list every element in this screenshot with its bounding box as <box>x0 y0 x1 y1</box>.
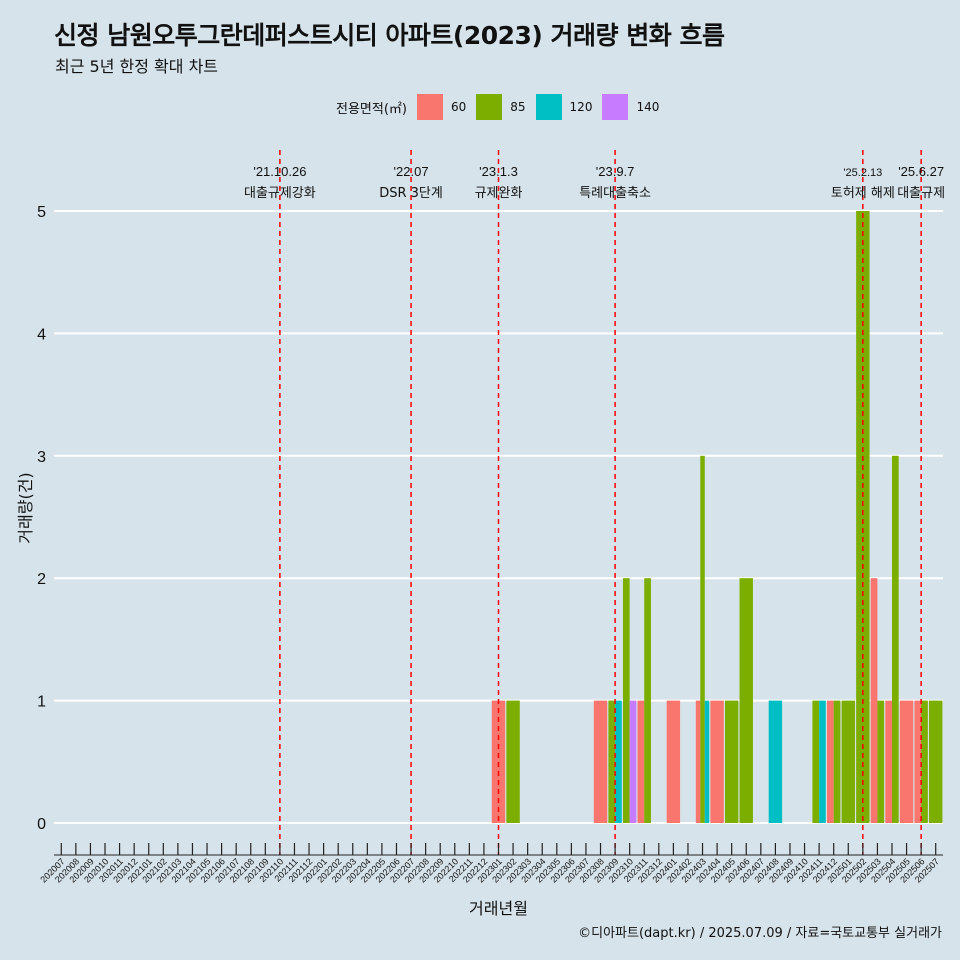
bar-202403-60 <box>695 700 701 823</box>
bar-202502-85 <box>856 211 870 823</box>
bar-202412-85 <box>833 700 841 823</box>
legend-label-120: 120 <box>569 100 593 114</box>
bar-202506-60 <box>914 700 922 823</box>
annotation-date-3: '23.9.7 <box>596 164 635 179</box>
bar-202404-60 <box>710 700 724 823</box>
legend-swatch-140 <box>602 94 629 120</box>
bar-202301-60 <box>491 700 506 823</box>
bar-202503-85 <box>877 700 885 823</box>
annotation-label-5: 대출규제 <box>897 186 945 201</box>
bar-202507-85 <box>929 700 943 823</box>
legend-item-85: 85 <box>476 94 526 120</box>
x-axis-title: 거래년월 <box>469 899 528 918</box>
bar-202504-60 <box>885 700 892 823</box>
source-caption: ©디아파트(dapt.kr) / 2025.07.09 / 자료=국토교통부 실… <box>578 926 942 941</box>
chart-title: 신정 남원오투그란데퍼스트시티 아파트(2023) 거래량 변화 흐름 <box>54 21 725 50</box>
legend-swatch-85 <box>476 94 503 120</box>
bar-202503-60 <box>870 578 878 823</box>
y-tick-label-2: 2 <box>37 571 46 588</box>
annotation-date-4: '25.2.13 <box>843 167 882 179</box>
legend-label-60: 60 <box>450 100 467 114</box>
y-tick-label-1: 1 <box>37 694 46 711</box>
legend-item-60: 60 <box>416 94 467 120</box>
bar-202311-60 <box>637 700 645 823</box>
bar-202311-85 <box>644 578 651 823</box>
legend-label-140: 140 <box>636 100 660 114</box>
annotation-date-1: '22.07 <box>394 164 429 179</box>
legend-swatch-120 <box>535 94 562 120</box>
bar-202406-85 <box>739 578 753 823</box>
bar-202411-120 <box>819 700 826 823</box>
y-tick-label-3: 3 <box>37 449 46 466</box>
legend-swatch-60 <box>416 94 443 120</box>
bar-202308-60 <box>593 700 608 823</box>
legend-item-140: 140 <box>602 94 659 120</box>
bar-202403-85 <box>700 455 705 823</box>
bar-202310-140 <box>629 700 637 823</box>
bar-202309-85 <box>608 700 616 823</box>
annotation-label-3: 특례대출축소 <box>579 186 651 201</box>
annotation-date-0: '21.10.26 <box>253 164 306 179</box>
bar-202401-60 <box>666 700 681 823</box>
legend-title: 전용면적(㎡) <box>336 101 407 117</box>
bar-202504-85 <box>891 455 899 823</box>
bar-202302-85 <box>506 700 520 823</box>
bar-202408-120 <box>768 700 783 823</box>
bar-202412-60 <box>826 700 834 823</box>
annotation-label-2: 규제완화 <box>475 186 523 201</box>
bar-202506-85 <box>921 700 928 823</box>
bar-202310-85 <box>622 578 630 823</box>
annotation-date-5: '25.6.27 <box>898 164 944 179</box>
annotation-label-1: DSR 3단계 <box>379 186 443 201</box>
legend-item-120: 120 <box>535 94 593 120</box>
bar-202501-85 <box>841 700 855 823</box>
y-tick-label-5: 5 <box>37 204 46 221</box>
y-tick-label-4: 4 <box>37 326 46 343</box>
annotation-label-4: 토허제 해제 <box>831 186 895 201</box>
bar-202403-120 <box>704 700 710 823</box>
bar-202309-120 <box>615 700 622 823</box>
bar-202505-60 <box>899 700 914 823</box>
legend-label-85: 85 <box>510 100 526 114</box>
annotation-label-0: 대출규제강화 <box>244 186 316 201</box>
bar-202411-85 <box>812 700 820 823</box>
y-axis-title: 거래량(건) <box>16 472 35 543</box>
y-tick-label-0: 0 <box>37 816 46 833</box>
legend: 전용면적(㎡) 60 85 120 140 <box>336 93 669 121</box>
chart-subtitle: 최근 5년 한정 확대 차트 <box>55 57 219 76</box>
bar-202405-85 <box>724 700 739 823</box>
annotation-date-2: '23.1.3 <box>479 164 518 179</box>
